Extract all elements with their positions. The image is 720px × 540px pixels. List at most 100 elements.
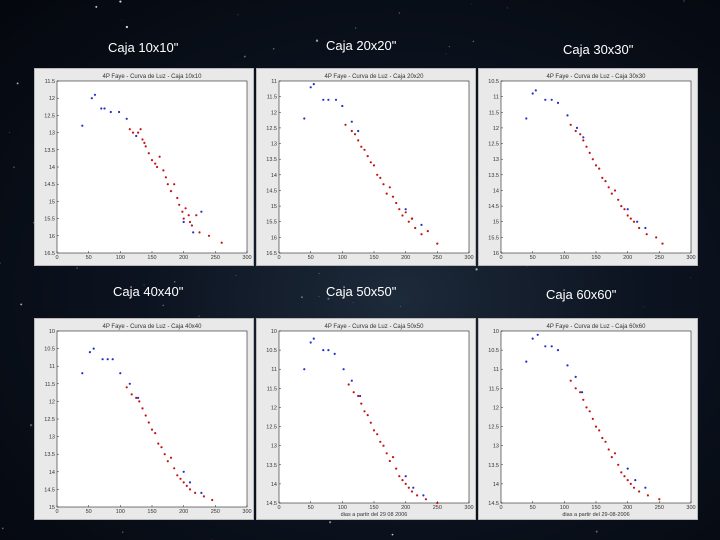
- data-point-red: [382, 183, 385, 186]
- data-point-red: [579, 133, 582, 136]
- chart-svg: 4P Faye - Curva de Luz - Caja 20x20 0 50 10…: [266, 74, 473, 261]
- data-point-red: [391, 456, 395, 459]
- data-point-red: [347, 383, 350, 386]
- chart-svg: 4P Faye - Curva de Luz - Caja 50x50 0 50 10…: [266, 324, 473, 518]
- data-point-red: [420, 233, 423, 236]
- data-point-blue: [342, 368, 345, 371]
- y-tick-label: 11.5: [267, 95, 277, 101]
- y-tick-label: 14.5: [44, 182, 55, 188]
- data-point-blue: [350, 120, 353, 123]
- x-tick-label: 100: [116, 509, 125, 515]
- data-point-blue: [531, 92, 534, 95]
- caption-caja-10x10: Caja 10x10": [108, 40, 179, 55]
- data-point-red: [416, 494, 419, 497]
- star-dot: [318, 296, 320, 298]
- data-point-red: [141, 138, 144, 141]
- data-point-blue: [536, 333, 539, 336]
- data-point-red: [176, 474, 179, 477]
- star-dot: [445, 53, 447, 55]
- chart-title: 4P Faye - Curva de Luz - Caja 30x30: [547, 74, 647, 80]
- star-dot: [595, 530, 598, 533]
- y-tick-label: 14: [49, 165, 55, 171]
- data-point-red: [629, 217, 632, 220]
- data-point-red: [363, 410, 366, 413]
- data-point-blue: [556, 349, 560, 352]
- data-point-red: [188, 220, 192, 224]
- data-point-red: [385, 452, 388, 455]
- y-tick-label: 15: [271, 204, 277, 210]
- y-tick-label: 16.5: [266, 251, 277, 257]
- data-point-red: [617, 198, 620, 201]
- y-tick-label: 11: [493, 95, 499, 101]
- data-point-blue: [92, 347, 95, 350]
- data-point-red: [160, 446, 163, 449]
- plot-area: [278, 80, 470, 254]
- y-tick-label: 15: [493, 220, 499, 226]
- y-tick-label: 13: [49, 131, 55, 137]
- y-tick-label: 14: [49, 470, 55, 476]
- y-tick-label: 11: [271, 79, 277, 85]
- data-point-blue: [575, 126, 579, 129]
- x-tick-label: 100: [338, 505, 347, 511]
- data-point-red: [357, 394, 360, 398]
- data-point-red: [352, 391, 355, 394]
- y-tick-label: 14: [493, 188, 499, 194]
- data-point-red: [632, 486, 636, 489]
- x-tick-label: 300: [242, 509, 251, 515]
- data-point-red: [623, 208, 626, 211]
- x-tick-label: 200: [623, 505, 632, 511]
- data-point-red: [610, 192, 613, 195]
- data-point-red: [198, 231, 201, 234]
- data-point-red: [613, 452, 617, 455]
- data-point-red: [410, 217, 414, 220]
- data-point-red: [398, 475, 401, 478]
- data-point-red: [144, 145, 147, 148]
- x-tick-label: 150: [147, 509, 156, 515]
- star-dot: [475, 268, 478, 271]
- data-point-blue: [137, 396, 140, 399]
- data-point-red: [357, 139, 360, 142]
- star-dot: [643, 306, 645, 308]
- data-point-red: [638, 490, 641, 493]
- y-tick-label: 13.5: [488, 173, 499, 179]
- data-point-red: [607, 448, 610, 451]
- data-point-red: [187, 214, 190, 217]
- y-tick-label: 10: [271, 329, 277, 335]
- data-point-blue: [303, 117, 306, 120]
- data-point-red: [379, 440, 382, 443]
- data-point-red: [574, 387, 577, 390]
- data-point-blue: [119, 372, 122, 375]
- data-point-red: [137, 131, 140, 134]
- data-point-blue: [544, 345, 547, 348]
- data-point-blue: [100, 107, 103, 110]
- data-point-red: [157, 442, 160, 445]
- y-tick-label: 16: [271, 235, 277, 241]
- data-point-red: [207, 234, 211, 237]
- star-dot: [16, 82, 19, 85]
- data-point-red: [436, 501, 439, 505]
- caption-caja-30x30: Caja 30x30": [563, 42, 634, 57]
- y-tick-label: 10: [493, 329, 499, 335]
- data-point-red: [610, 456, 613, 459]
- x-tick-label: 200: [179, 255, 188, 261]
- data-point-red: [366, 155, 369, 158]
- y-tick-label: 15: [49, 199, 55, 205]
- y-tick-label: 12.5: [488, 142, 499, 148]
- data-point-red: [363, 148, 366, 151]
- data-point-blue: [350, 379, 353, 382]
- y-tick-label: 14.5: [488, 501, 499, 507]
- plot-area: [56, 330, 248, 508]
- data-point-red: [626, 479, 629, 482]
- data-point-red: [173, 183, 176, 186]
- data-point-red: [130, 393, 133, 396]
- x-tick-label: 0: [277, 255, 280, 261]
- data-point-red: [173, 467, 176, 470]
- y-tick-label: 13.5: [44, 452, 55, 458]
- data-point-red: [401, 214, 404, 217]
- data-point-red: [154, 162, 157, 165]
- data-point-red: [164, 176, 167, 179]
- data-point-red: [598, 429, 601, 432]
- data-point-blue: [125, 117, 128, 120]
- x-tick-label: 200: [623, 255, 632, 261]
- data-point-red: [407, 486, 410, 489]
